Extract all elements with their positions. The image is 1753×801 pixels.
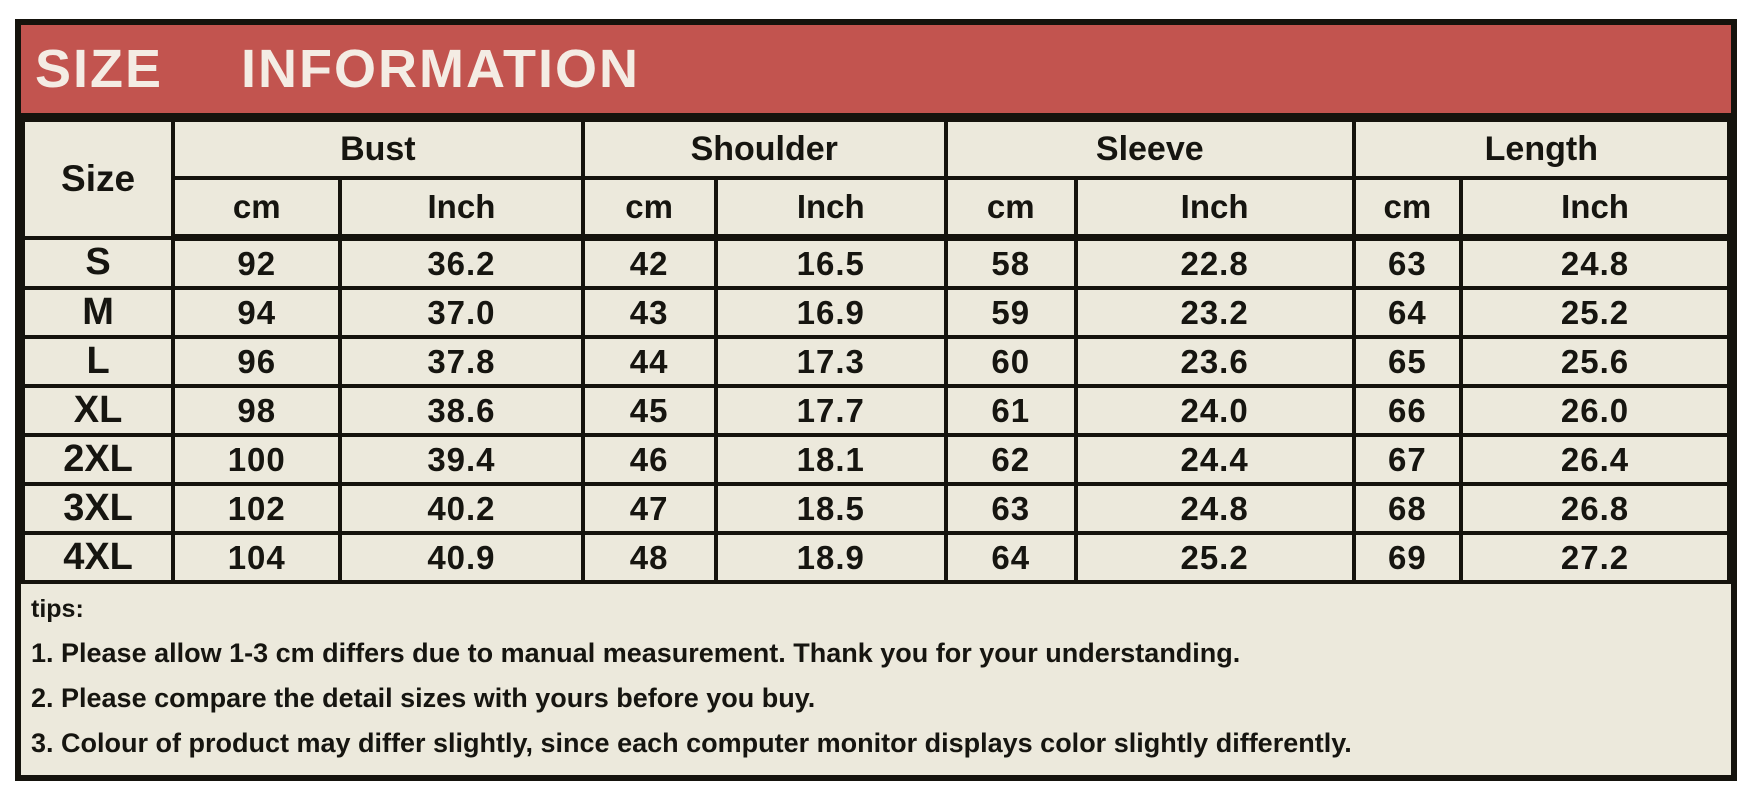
group-header-row: Size Bust Shoulder Sleeve Length: [20, 118, 1732, 240]
sleeve-cm-cell: 60: [943, 335, 1078, 388]
banner-title-word-size: SIZE: [35, 39, 164, 99]
bust-cm-cell: 100: [171, 433, 343, 486]
table-row-m: M 94 37.0 43 16.9 59 23.2 64 25.2: [20, 286, 1731, 339]
size-label: S: [20, 235, 176, 290]
sleeve-inch-cell: 24.4: [1073, 433, 1356, 486]
length-cm-cell: 64: [1351, 286, 1464, 339]
table-row-3xl: 3XL 102 40.2 47 18.5 63 24.8 68 26.8: [20, 482, 1731, 535]
size-information-banner: SIZE INFORMATION: [21, 25, 1731, 118]
bust-cm-header: cm: [171, 176, 343, 241]
shoulder-cm-header: cm: [580, 176, 718, 241]
sleeve-inch-cell: 22.8: [1073, 235, 1356, 290]
sleeve-inch-header: Inch: [1073, 176, 1356, 241]
table-row-l: L 96 37.8 44 17.3 60 23.6 65 25.6: [20, 335, 1731, 388]
length-inch-cell: 25.6: [1459, 335, 1731, 388]
bust-inch-cell: 37.8: [338, 335, 585, 388]
length-inch-cell: 25.2: [1459, 286, 1731, 339]
shoulder-cm-cell: 45: [580, 384, 718, 437]
sleeve-cm-cell: 59: [943, 286, 1078, 339]
sleeve-inch-cell: 24.8: [1073, 482, 1356, 535]
shoulder-inch-header: Inch: [713, 176, 948, 241]
shoulder-inch-cell: 18.1: [713, 433, 948, 486]
tip-item-2: 2. Please compare the detail sizes with …: [31, 683, 816, 714]
sleeve-inch-cell: 24.0: [1073, 384, 1356, 437]
length-cm-header: cm: [1351, 176, 1464, 241]
shoulder-inch-cell: 18.9: [713, 531, 948, 584]
table-row-xl: XL 98 38.6 45 17.7 61 24.0 66 26.0: [20, 384, 1731, 437]
sleeve-inch-cell: 23.2: [1073, 286, 1356, 339]
length-inch-cell: 27.2: [1459, 531, 1731, 584]
sleeve-cm-cell: 64: [943, 531, 1078, 584]
sleeve-inch-cell: 23.6: [1073, 335, 1356, 388]
size-label: 4XL: [20, 531, 176, 584]
shoulder-cm-cell: 47: [580, 482, 718, 535]
shoulder-cm-cell: 42: [580, 235, 718, 290]
length-group-header: Length: [1351, 118, 1732, 180]
bust-group-header: Bust: [171, 118, 585, 180]
size-chart-frame: SIZE INFORMATION Size Bust Shoulder Slee…: [15, 19, 1737, 782]
table-row-2xl: 2XL 100 39.4 46 18.1 62 24.4 67 26.4: [20, 433, 1731, 486]
length-cm-cell: 69: [1351, 531, 1464, 584]
shoulder-cm-cell: 44: [580, 335, 718, 388]
bust-inch-cell: 39.4: [338, 433, 585, 486]
size-label: L: [20, 335, 176, 388]
bust-inch-cell: 36.2: [338, 235, 585, 290]
length-cm-cell: 66: [1351, 384, 1464, 437]
tips-section: tips: 1. Please allow 1-3 cm differs due…: [21, 584, 1731, 775]
bust-cm-cell: 98: [171, 384, 343, 437]
banner-title-word-information: INFORMATION: [241, 39, 640, 99]
length-inch-header: Inch: [1459, 176, 1731, 241]
sleeve-cm-cell: 62: [943, 433, 1078, 486]
size-label: XL: [20, 384, 176, 437]
sleeve-cm-cell: 61: [943, 384, 1078, 437]
bust-inch-cell: 38.6: [338, 384, 585, 437]
shoulder-inch-cell: 18.5: [713, 482, 948, 535]
bust-cm-cell: 94: [171, 286, 343, 339]
bust-cm-cell: 96: [171, 335, 343, 388]
table-row-s: S 92 36.2 42 16.5 58 22.8 63 24.8: [20, 235, 1731, 290]
shoulder-inch-cell: 17.7: [713, 384, 948, 437]
length-inch-cell: 26.8: [1459, 482, 1731, 535]
unit-header-row: cm Inch cm Inch cm Inch cm Inch: [23, 176, 1731, 241]
tips-heading: tips:: [31, 595, 84, 623]
bust-inch-cell: 40.9: [338, 531, 585, 584]
shoulder-inch-cell: 17.3: [713, 335, 948, 388]
shoulder-cm-cell: 43: [580, 286, 718, 339]
length-inch-cell: 26.4: [1459, 433, 1731, 486]
size-column-header: Size: [20, 118, 176, 240]
sleeve-group-header: Sleeve: [943, 118, 1356, 180]
size-table: Size Bust Shoulder Sleeve Length cm Inch…: [20, 118, 1732, 584]
shoulder-cm-cell: 46: [580, 433, 718, 486]
length-cm-cell: 67: [1351, 433, 1464, 486]
length-cm-cell: 63: [1351, 235, 1464, 290]
bust-inch-cell: 40.2: [338, 482, 585, 535]
bust-cm-cell: 102: [171, 482, 343, 535]
bust-inch-header: Inch: [338, 176, 585, 241]
size-label: 3XL: [20, 482, 176, 535]
length-cm-cell: 68: [1351, 482, 1464, 535]
sleeve-inch-cell: 25.2: [1073, 531, 1356, 584]
size-label: 2XL: [20, 433, 176, 486]
length-inch-cell: 24.8: [1459, 235, 1731, 290]
tip-item-3: 3. Colour of product may differ slightly…: [31, 728, 1352, 759]
length-cm-cell: 65: [1351, 335, 1464, 388]
shoulder-inch-cell: 16.9: [713, 286, 948, 339]
bust-cm-cell: 92: [171, 235, 343, 290]
bust-inch-cell: 37.0: [338, 286, 585, 339]
shoulder-inch-cell: 16.5: [713, 235, 948, 290]
shoulder-cm-cell: 48: [580, 531, 718, 584]
length-inch-cell: 26.0: [1459, 384, 1731, 437]
shoulder-group-header: Shoulder: [580, 118, 948, 180]
tip-item-1: 1. Please allow 1-3 cm differs due to ma…: [31, 638, 1241, 668]
sleeve-cm-cell: 63: [943, 482, 1078, 535]
sleeve-cm-header: cm: [943, 176, 1078, 241]
size-label: M: [20, 286, 176, 339]
sleeve-cm-cell: 58: [943, 235, 1078, 290]
table-row-4xl: 4XL 104 40.9 48 18.9 64 25.2 69 27.2: [20, 531, 1731, 584]
bust-cm-cell: 104: [171, 531, 343, 584]
